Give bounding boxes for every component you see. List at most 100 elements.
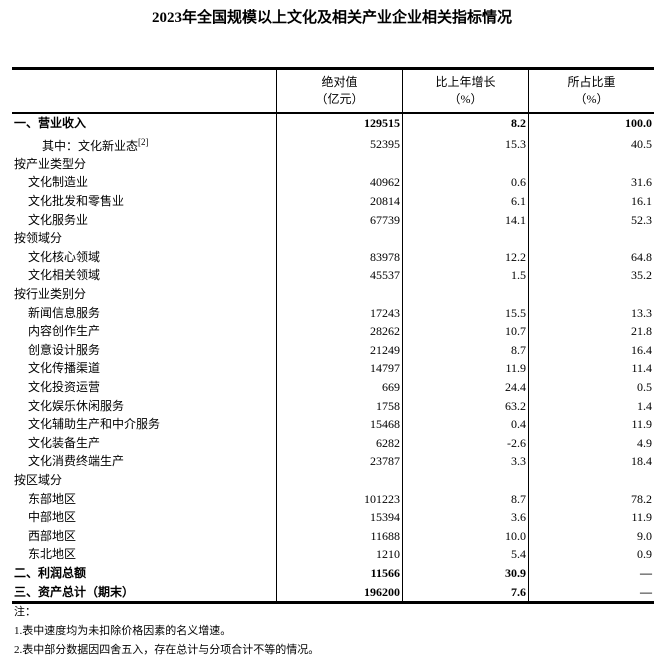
cell-growth: 11.9 bbox=[402, 359, 529, 378]
cell-growth: 8.7 bbox=[402, 489, 529, 508]
row-label-text: 二、利润总额 bbox=[14, 565, 87, 580]
row-label: 创意设计服务 bbox=[12, 341, 277, 360]
cell-share: 16.1 bbox=[528, 191, 654, 211]
cell-growth: 8.2 bbox=[402, 113, 529, 133]
cell-absolute: 1210 bbox=[276, 545, 403, 564]
cell-share: 31.6 bbox=[528, 173, 654, 192]
cell-growth: 6.1 bbox=[402, 191, 529, 211]
note-item: 1.表中速度均为未扣除价格因素的名义增速。 bbox=[14, 625, 232, 637]
notes: 注： 1.表中速度均为未扣除价格因素的名义增速。 2.表中部分数据因四舍五入，存… bbox=[14, 603, 319, 660]
cell-absolute: 669 bbox=[276, 377, 403, 397]
cell-growth bbox=[402, 228, 529, 248]
table-row: 中部地区 15394 3.6 11.9 bbox=[12, 507, 654, 527]
cell-absolute bbox=[276, 228, 403, 248]
row-label-text: 文化核心领域 bbox=[28, 249, 101, 264]
cell-share: 0.5 bbox=[528, 377, 654, 397]
table-row: 一、营业收入 129515 8.2 100.0 bbox=[12, 113, 654, 133]
cell-growth: 8.7 bbox=[402, 340, 529, 360]
row-label-text: 东部地区 bbox=[28, 491, 77, 506]
cell-growth: 30.9 bbox=[402, 563, 529, 583]
cell-share: 18.4 bbox=[528, 452, 654, 471]
cell-absolute: 20814 bbox=[276, 191, 403, 211]
table-header: 绝对值 （亿元） 比上年增长 （%） 所占比重 （%） bbox=[12, 68, 654, 114]
table-row: 文化服务业 67739 14.1 52.3 bbox=[12, 210, 654, 229]
table-row: 其中：文化新业态[2] 52395 15.3 40.5 bbox=[12, 132, 654, 155]
cell-absolute: 83978 bbox=[276, 247, 403, 267]
row-label: 东北地区 bbox=[12, 545, 277, 564]
cell-share: 1.4 bbox=[528, 396, 654, 415]
cell-share: 64.8 bbox=[528, 247, 654, 267]
cell-growth: 0.4 bbox=[402, 414, 529, 434]
cell-growth: 0.6 bbox=[402, 173, 529, 192]
cell-growth: 14.1 bbox=[402, 210, 529, 229]
row-label: 文化相关领域 bbox=[12, 266, 277, 285]
table-row: 按产业类型分 bbox=[12, 154, 654, 174]
row-label: 按领域分 bbox=[12, 229, 277, 248]
cell-absolute bbox=[276, 470, 403, 490]
cell-absolute: 15468 bbox=[276, 414, 403, 434]
table-row: 东北地区 1210 5.4 0.9 bbox=[12, 545, 654, 564]
cell-growth: 3.6 bbox=[402, 507, 529, 527]
row-label: 文化批发和零售业 bbox=[12, 192, 277, 211]
cell-absolute: 101223 bbox=[276, 489, 403, 508]
row-label: 文化制造业 bbox=[12, 173, 277, 192]
cell-absolute: 67739 bbox=[276, 210, 403, 229]
cell-share: — bbox=[528, 563, 654, 583]
row-label-text: 东北地区 bbox=[28, 547, 77, 562]
header-growth: 比上年增长 （%） bbox=[402, 68, 529, 114]
cell-share: 100.0 bbox=[528, 113, 654, 133]
cell-absolute: 23787 bbox=[276, 452, 403, 471]
table-row: 文化辅助生产和中介服务 15468 0.4 11.9 bbox=[12, 414, 654, 434]
cell-growth bbox=[402, 154, 529, 174]
table-row: 文化批发和零售业 20814 6.1 16.1 bbox=[12, 191, 654, 211]
table-row: 东部地区 101223 8.7 78.2 bbox=[12, 489, 654, 508]
cell-growth: 5.4 bbox=[402, 545, 529, 564]
cell-share: 16.4 bbox=[528, 340, 654, 360]
cell-growth: 10.0 bbox=[402, 526, 529, 546]
cell-absolute: 11688 bbox=[276, 526, 403, 546]
table-row: 文化娱乐休闲服务 1758 63.2 1.4 bbox=[12, 396, 654, 415]
table-row: 文化制造业 40962 0.6 31.6 bbox=[12, 173, 654, 192]
table-row: 文化消费终端生产 23787 3.3 18.4 bbox=[12, 452, 654, 471]
cell-share: 11.9 bbox=[528, 414, 654, 434]
cell-growth: 15.5 bbox=[402, 303, 529, 322]
row-label-text: 按产业类型分 bbox=[14, 156, 87, 171]
note-item: 2.表中部分数据因四舍五入，存在总计与分项合计不等的情况。 bbox=[14, 644, 320, 656]
cell-absolute: 28262 bbox=[276, 321, 403, 341]
cell-absolute: 11566 bbox=[276, 563, 403, 583]
row-label: 文化装备生产 bbox=[12, 434, 277, 453]
cell-growth: 12.2 bbox=[402, 247, 529, 267]
row-label-text: 中部地区 bbox=[28, 510, 77, 525]
header-label bbox=[12, 68, 277, 114]
row-label: 按行业类别分 bbox=[12, 285, 277, 304]
cell-growth: 10.7 bbox=[402, 321, 529, 341]
indicators-table: 绝对值 （亿元） 比上年增长 （%） 所占比重 （%） 一、营业收入 129515 8… bbox=[12, 67, 654, 604]
table-row: 按区域分 bbox=[12, 470, 654, 490]
cell-share: 21.8 bbox=[528, 321, 654, 341]
cell-growth: 1.5 bbox=[402, 266, 529, 285]
row-label: 西部地区 bbox=[12, 526, 277, 545]
cell-growth: 3.3 bbox=[402, 452, 529, 471]
row-label-text: 文化相关领域 bbox=[28, 268, 101, 283]
cell-absolute: 21249 bbox=[276, 340, 403, 360]
notes-heading: 注： bbox=[14, 606, 36, 618]
row-label: 一、营业收入 bbox=[12, 113, 277, 133]
table-row: 按行业类别分 bbox=[12, 284, 654, 304]
header-line: 比上年增长 bbox=[435, 75, 496, 89]
row-label-text: 一、营业收入 bbox=[14, 116, 87, 131]
row-label: 文化传播渠道 bbox=[12, 359, 277, 378]
row-label-text: 文化投资运营 bbox=[28, 380, 101, 395]
header-share: 所占比重 （%） bbox=[528, 68, 654, 114]
cell-share: 11.9 bbox=[528, 507, 654, 527]
cell-share bbox=[528, 228, 654, 248]
cell-share: — bbox=[528, 582, 654, 603]
row-label-text: 文化消费终端生产 bbox=[28, 454, 125, 469]
row-label-text: 文化辅助生产和中介服务 bbox=[28, 417, 161, 432]
row-label: 东部地区 bbox=[12, 489, 277, 508]
row-label-text: 文化装备生产 bbox=[28, 435, 101, 450]
cell-absolute: 17243 bbox=[276, 303, 403, 322]
cell-share: 13.3 bbox=[528, 303, 654, 322]
header-unit: （亿元） bbox=[315, 92, 364, 106]
cell-absolute: 129515 bbox=[276, 113, 403, 133]
row-label-text: 文化制造业 bbox=[28, 175, 89, 190]
